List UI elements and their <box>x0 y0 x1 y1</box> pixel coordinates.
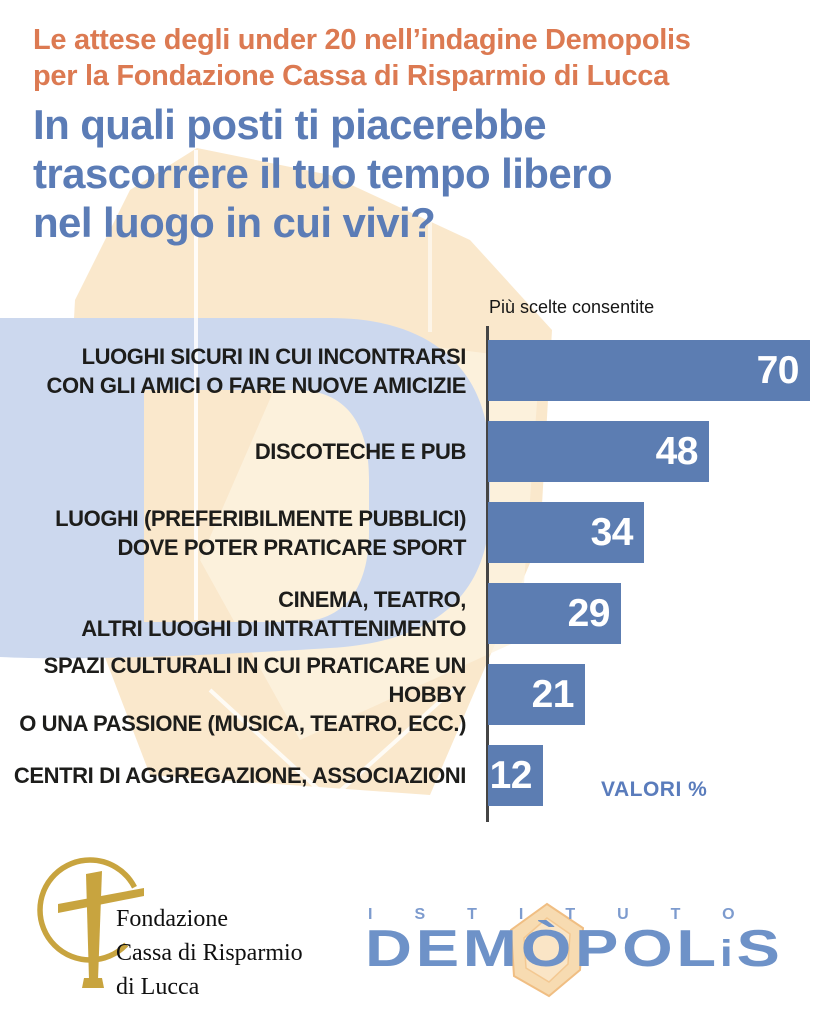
title-line-2: trascorrere il tuo tempo libero <box>33 150 612 197</box>
bar-label: LUOGHI SICURI IN CUI INCONTRARSI CON GLI… <box>46 343 467 398</box>
fondazione-cross-foot <box>82 978 104 988</box>
fondazione-crossbar <box>58 888 144 913</box>
page-title: In quali posti ti piacerebbe trascorrere… <box>33 100 612 247</box>
title-line-1: In quali posti ti piacerebbe <box>33 101 547 148</box>
bar-value: 34 <box>590 510 634 554</box>
fondazione-cross-stem <box>86 871 102 980</box>
kicker-line-1: Le attese degli under 20 nell’indagine D… <box>33 24 691 56</box>
bar: 34 <box>488 502 644 563</box>
bar-value: 48 <box>655 429 699 473</box>
bar-value: 70 <box>756 348 800 392</box>
demopolis-logo: ISTITUTO DEMÒPOLiS <box>365 898 815 1008</box>
fondazione-name-line-3: di Lucca <box>116 974 200 1000</box>
chart-note: Più scelte consentite <box>489 297 655 317</box>
kicker: Le attese degli under 20 nell’indagine D… <box>33 22 691 94</box>
chart-row: LUOGHI (PREFERIBILMENTE PUBBLICI) DOVE P… <box>0 502 819 563</box>
chart-axis-line <box>486 326 489 822</box>
chart-row: CINEMA, TEATRO, ALTRI LUOGHI DI INTRATTE… <box>0 583 819 644</box>
bar-value: 29 <box>567 591 611 635</box>
fondazione-name: Fondazione Cassa di Risparmio di Lucca <box>116 902 303 1004</box>
chart-row: SPAZI CULTURALI IN CUI PRATICARE UN HOBB… <box>0 653 819 736</box>
demopolis-wordmark-part-3: S <box>736 920 784 978</box>
demopolis-hexagon-icon <box>509 902 585 998</box>
fondazione-name-line-2: Cassa di Risparmio <box>116 940 303 966</box>
bar-value: 12 <box>489 753 533 797</box>
bar-label: DISCOTECHE E PUB <box>254 439 467 464</box>
bar: 48 <box>488 421 709 482</box>
bar-value: 21 <box>531 672 575 716</box>
bar: 21 <box>488 664 585 725</box>
bar-chart: LUOGHI SICURI IN CUI INCONTRARSI CON GLI… <box>0 326 819 822</box>
fondazione-logo-mark <box>37 857 144 988</box>
bar: 12 <box>488 745 543 806</box>
gem-facet-line <box>208 686 457 803</box>
chart-row: CENTRI DI AGGREGAZIONE, ASSOCIAZIONI 12 <box>0 745 819 806</box>
demopolis-d-watermark <box>0 318 490 659</box>
bar-label: LUOGHI (PREFERIBILMENTE PUBBLICI) DOVE P… <box>55 505 466 560</box>
chart-row: LUOGHI SICURI IN CUI INCONTRARSI CON GLI… <box>0 340 819 401</box>
kicker-line-2: per la Fondazione Cassa di Risparmio di … <box>33 60 669 92</box>
demopolis-wordmark: DEMÒPOLiS <box>365 920 784 980</box>
bar-label: CENTRI DI AGGREGAZIONE, ASSOCIAZIONI <box>13 763 467 788</box>
units-label: VALORI % <box>601 778 708 801</box>
bar: 70 <box>488 340 810 401</box>
fondazione-name-line-1: Fondazione <box>116 906 228 932</box>
demopolis-wordmark-small-i: i <box>719 933 737 974</box>
demopolis-wordmark-part-1: DEMÒPOL <box>365 920 720 978</box>
bar-label: SPAZI CULTURALI IN CUI PRATICARE UN HOBB… <box>19 653 466 736</box>
chart-row: DISCOTECHE E PUB 48 <box>0 421 819 482</box>
istituto-label: ISTITUTO <box>368 906 777 923</box>
bar-label: CINEMA, TEATRO, ALTRI LUOGHI DI INTRATTE… <box>81 586 466 641</box>
title-line-3: nel luogo in cui vivi? <box>33 199 436 246</box>
bar: 29 <box>488 583 621 644</box>
